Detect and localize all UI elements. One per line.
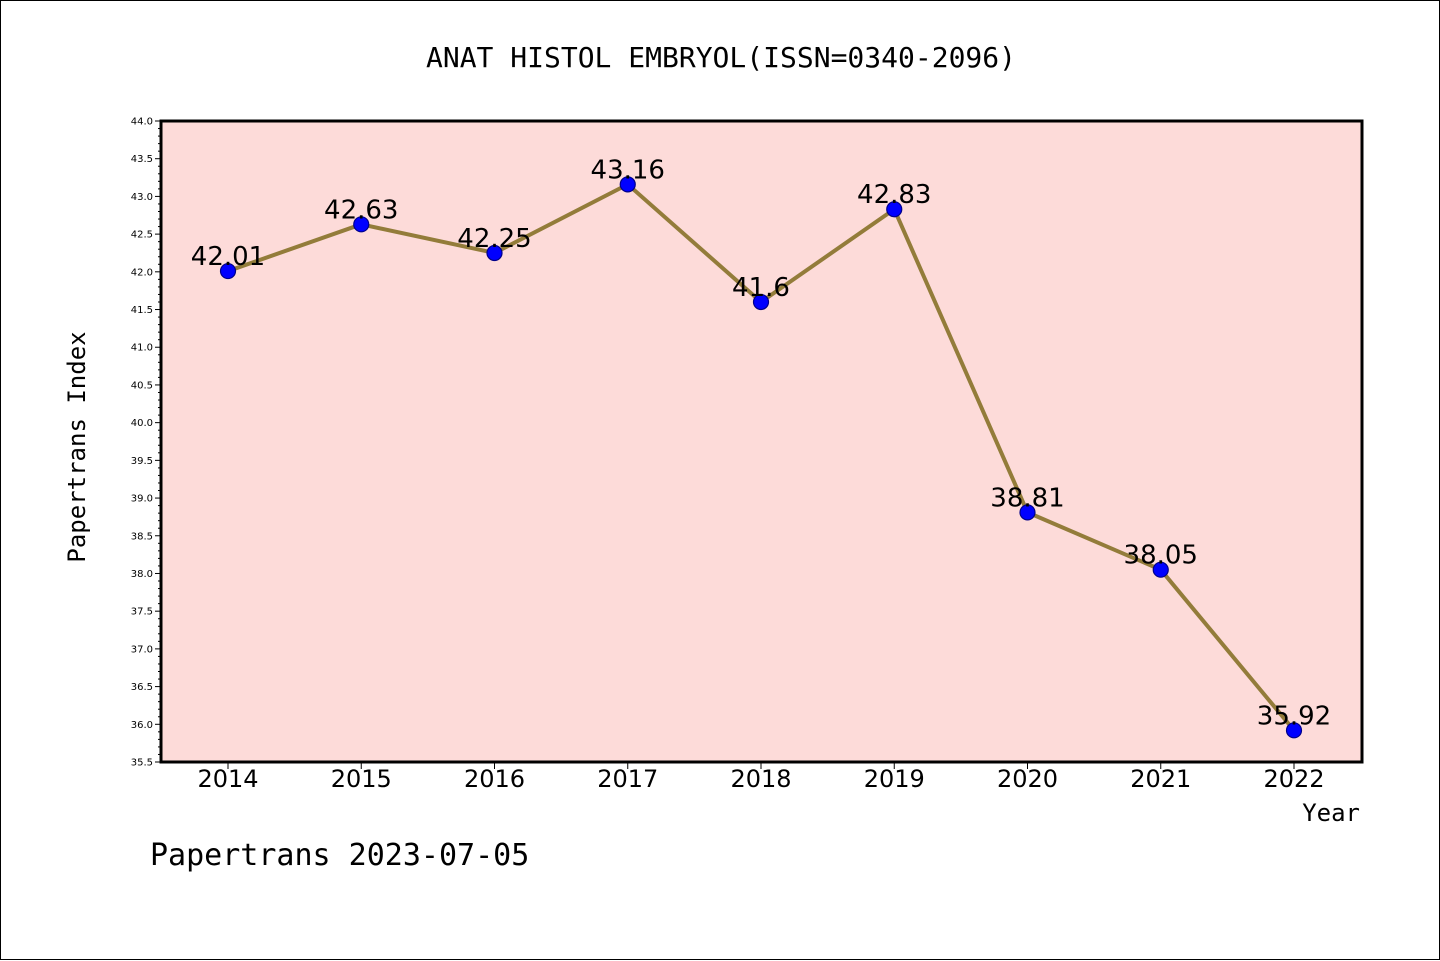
data-point	[619, 176, 636, 193]
data-point	[1152, 561, 1169, 578]
y-tick-label: 44.0	[131, 117, 153, 128]
data-label: 42.25	[457, 224, 531, 254]
y-tick-label: 39.5	[131, 456, 153, 467]
data-point	[219, 262, 237, 280]
data-label: 38.05	[1124, 541, 1198, 571]
data-label: 35.92	[1257, 701, 1331, 731]
data-point	[353, 216, 370, 233]
y-tick-label: 40.0	[131, 418, 153, 429]
data-label: 42.63	[324, 195, 398, 225]
x-tick-label: 2017	[597, 765, 658, 793]
y-tick-label: 37.5	[131, 607, 153, 618]
chart-title: ANAT HISTOL EMBRYOL(ISSN=0340-2096)	[426, 41, 1016, 74]
y-tick-label: 42.0	[131, 267, 153, 278]
plot-border	[159, 119, 1364, 764]
x-tick-label: 2019	[864, 765, 925, 793]
y-tick-label: 37.0	[131, 644, 153, 655]
x-tick-label: 2015	[331, 765, 392, 793]
x-tick-label: 2014	[197, 765, 258, 793]
data-point	[752, 293, 770, 311]
x-tick-label: 2018	[730, 765, 791, 793]
x-axis-label: Year	[1302, 799, 1360, 827]
data-label: 38.81	[990, 483, 1064, 513]
y-tick-label: 35.5	[131, 758, 153, 769]
y-tick-label: 40.5	[131, 380, 153, 391]
data-label: 41.6	[732, 273, 790, 303]
x-tick-label: 2016	[464, 765, 525, 793]
y-axis-label: Papertrans Index	[63, 331, 91, 562]
y-tick-label: 36.5	[131, 682, 153, 693]
y-tick-label: 38.0	[131, 569, 153, 580]
y-tick-label: 41.5	[131, 305, 153, 316]
y-tick-label: 41.0	[131, 343, 153, 354]
data-point	[1285, 722, 1303, 739]
footer-text: Papertrans 2023-07-05	[150, 838, 529, 873]
data-label: 42.01	[191, 242, 265, 272]
data-label: 43.16	[591, 155, 665, 185]
data-point	[886, 201, 903, 218]
y-tick-label: 38.5	[131, 531, 153, 542]
y-tick-label: 42.5	[131, 230, 153, 241]
y-tick-label: 43.0	[131, 192, 153, 203]
x-tick-label: 2020	[997, 765, 1058, 793]
series-group: 42.01 42.63 42.25 43.16 41.6 42.83 38.81 38.05 3…	[191, 155, 1331, 739]
x-axis: 2014 2015 2016 2017 2018 2019 2020 2021 2022	[197, 762, 1325, 793]
y-tick-label: 43.5	[131, 154, 153, 165]
y-tick-label: 39.0	[131, 494, 153, 505]
data-point	[486, 244, 503, 262]
data-label: 42.83	[857, 180, 931, 210]
y-tick-label: 36.0	[131, 720, 153, 731]
data-point	[1019, 504, 1036, 521]
x-tick-label: 2022	[1263, 765, 1324, 793]
y-axis: 35.5 36.0 36.5 37.0 37.5 38.0 38.5 39.0 39.5 40.0…	[131, 117, 161, 769]
x-tick-label: 2021	[1130, 765, 1191, 793]
